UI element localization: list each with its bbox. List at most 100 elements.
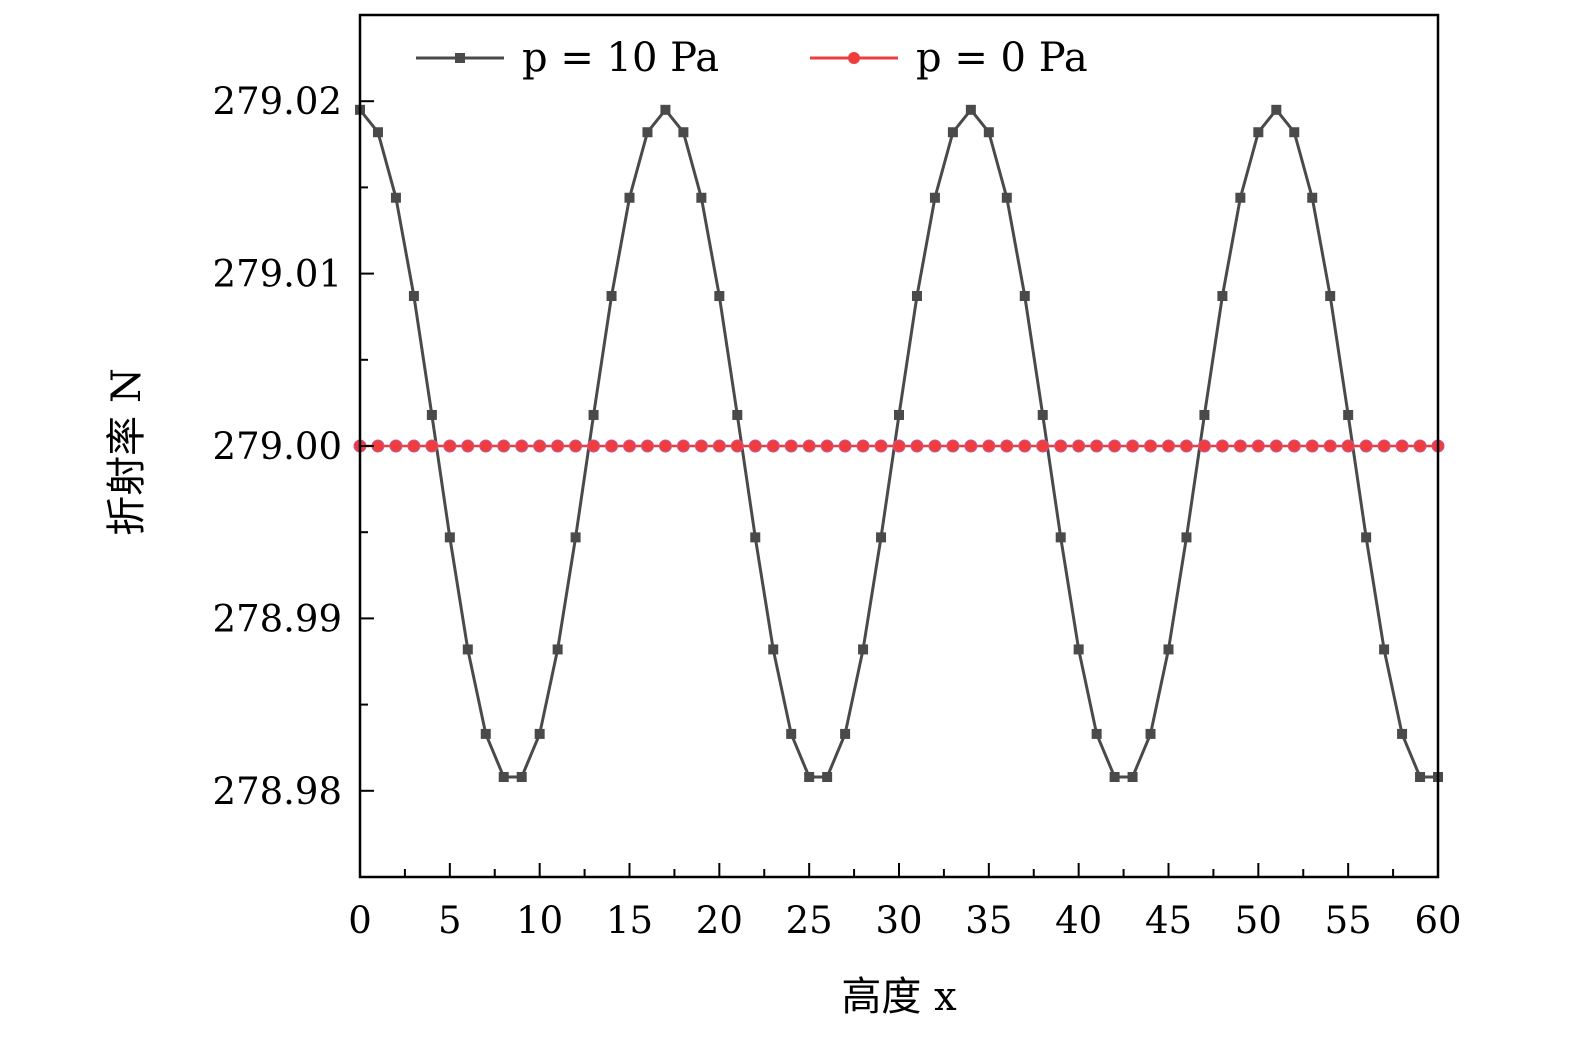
data-point (1018, 439, 1032, 453)
data-point (443, 439, 457, 453)
data-point (587, 439, 601, 453)
legend-marker (848, 52, 860, 64)
data-point (623, 439, 636, 453)
data-point (1179, 439, 1193, 453)
data-point (678, 127, 689, 138)
data-point (389, 439, 403, 453)
data-point (928, 439, 942, 453)
data-point (1001, 192, 1012, 203)
data-point (1341, 439, 1355, 453)
data-point (1037, 409, 1048, 420)
data-point (1019, 291, 1030, 302)
data-point (1289, 127, 1300, 138)
data-point (750, 532, 761, 543)
legend-item-0: p = 10 Pa (416, 35, 719, 81)
data-point (461, 439, 475, 453)
data-point (1163, 644, 1174, 655)
data-point (408, 291, 419, 302)
y-tick-label: 279.01 (213, 253, 342, 296)
data-point (676, 439, 690, 453)
data-point (1361, 532, 1372, 543)
data-point (624, 192, 635, 203)
data-point (838, 439, 852, 453)
data-point (462, 644, 473, 655)
data-point (1072, 439, 1086, 453)
data-point (551, 439, 565, 453)
data-point (1305, 439, 1319, 453)
data-point (730, 439, 744, 453)
data-point (498, 772, 509, 783)
data-point (426, 409, 437, 420)
data-point (1395, 439, 1409, 453)
data-point (1126, 439, 1140, 453)
data-point (1397, 728, 1408, 739)
data-point (1233, 439, 1247, 453)
x-tick-label: 0 (348, 899, 372, 942)
data-point (1162, 439, 1175, 453)
x-tick-label: 5 (438, 899, 462, 942)
y-tick-label: 279.00 (213, 425, 342, 468)
data-point (1379, 644, 1390, 655)
data-point (1215, 439, 1229, 453)
data-point (946, 439, 960, 453)
data-point (1181, 532, 1192, 543)
x-axis-title: 高度 x (841, 974, 957, 1020)
data-point (588, 409, 599, 420)
data-point (606, 291, 617, 302)
data-point (1217, 291, 1228, 302)
legend-marker (455, 53, 465, 63)
x-tick-label: 60 (1414, 899, 1461, 942)
data-point (964, 439, 978, 453)
y-tick-label: 278.99 (213, 597, 342, 640)
x-tick-label: 10 (516, 899, 563, 942)
data-point (1036, 439, 1050, 453)
data-point (642, 127, 653, 138)
data-point (910, 439, 924, 453)
data-point (534, 728, 545, 739)
data-point (1377, 439, 1391, 453)
y-tick-label: 278.98 (213, 770, 342, 813)
data-point (1251, 439, 1265, 453)
data-point (1109, 772, 1120, 783)
data-point (497, 439, 511, 453)
data-point (694, 439, 708, 453)
data-point (425, 439, 439, 453)
x-tick-label: 45 (1145, 899, 1192, 942)
data-point (570, 532, 581, 543)
x-tick-label: 35 (965, 899, 1012, 942)
data-point (696, 192, 707, 203)
x-tick-label: 30 (875, 899, 922, 942)
data-point (1325, 291, 1336, 302)
data-point (480, 728, 491, 739)
data-point (1269, 439, 1283, 453)
legend-item-1: p = 0 Pa (810, 35, 1088, 81)
axis-tick-labels: 0 5 10 15 20 25 30 35 40 45 50 55 60 278.98 278.99 279.… (213, 80, 1462, 942)
y-tick-label: 279.02 (213, 80, 342, 123)
data-point (390, 192, 401, 203)
data-point (1090, 439, 1104, 453)
x-tick-label: 20 (696, 899, 743, 942)
data-point (911, 291, 922, 302)
data-point (840, 728, 851, 739)
data-point (784, 439, 798, 453)
y-axis-title: 折射率 N (104, 368, 150, 536)
data-point (640, 439, 654, 453)
x-tick-label: 50 (1235, 899, 1282, 942)
data-point (1199, 409, 1210, 420)
data-point (714, 291, 725, 302)
legend-label: p = 10 Pa (522, 35, 719, 81)
series-markers-1 (353, 439, 1445, 453)
data-point (748, 439, 762, 453)
data-point (786, 728, 797, 739)
data-point (516, 772, 527, 783)
data-point (1307, 192, 1318, 203)
data-point (372, 127, 383, 138)
axis-ticks (359, 100, 1439, 877)
data-point (658, 439, 672, 453)
data-point (929, 192, 940, 203)
data-point (1127, 772, 1138, 783)
data-point (1235, 192, 1246, 203)
data-point (1323, 439, 1337, 453)
data-point (605, 439, 619, 453)
